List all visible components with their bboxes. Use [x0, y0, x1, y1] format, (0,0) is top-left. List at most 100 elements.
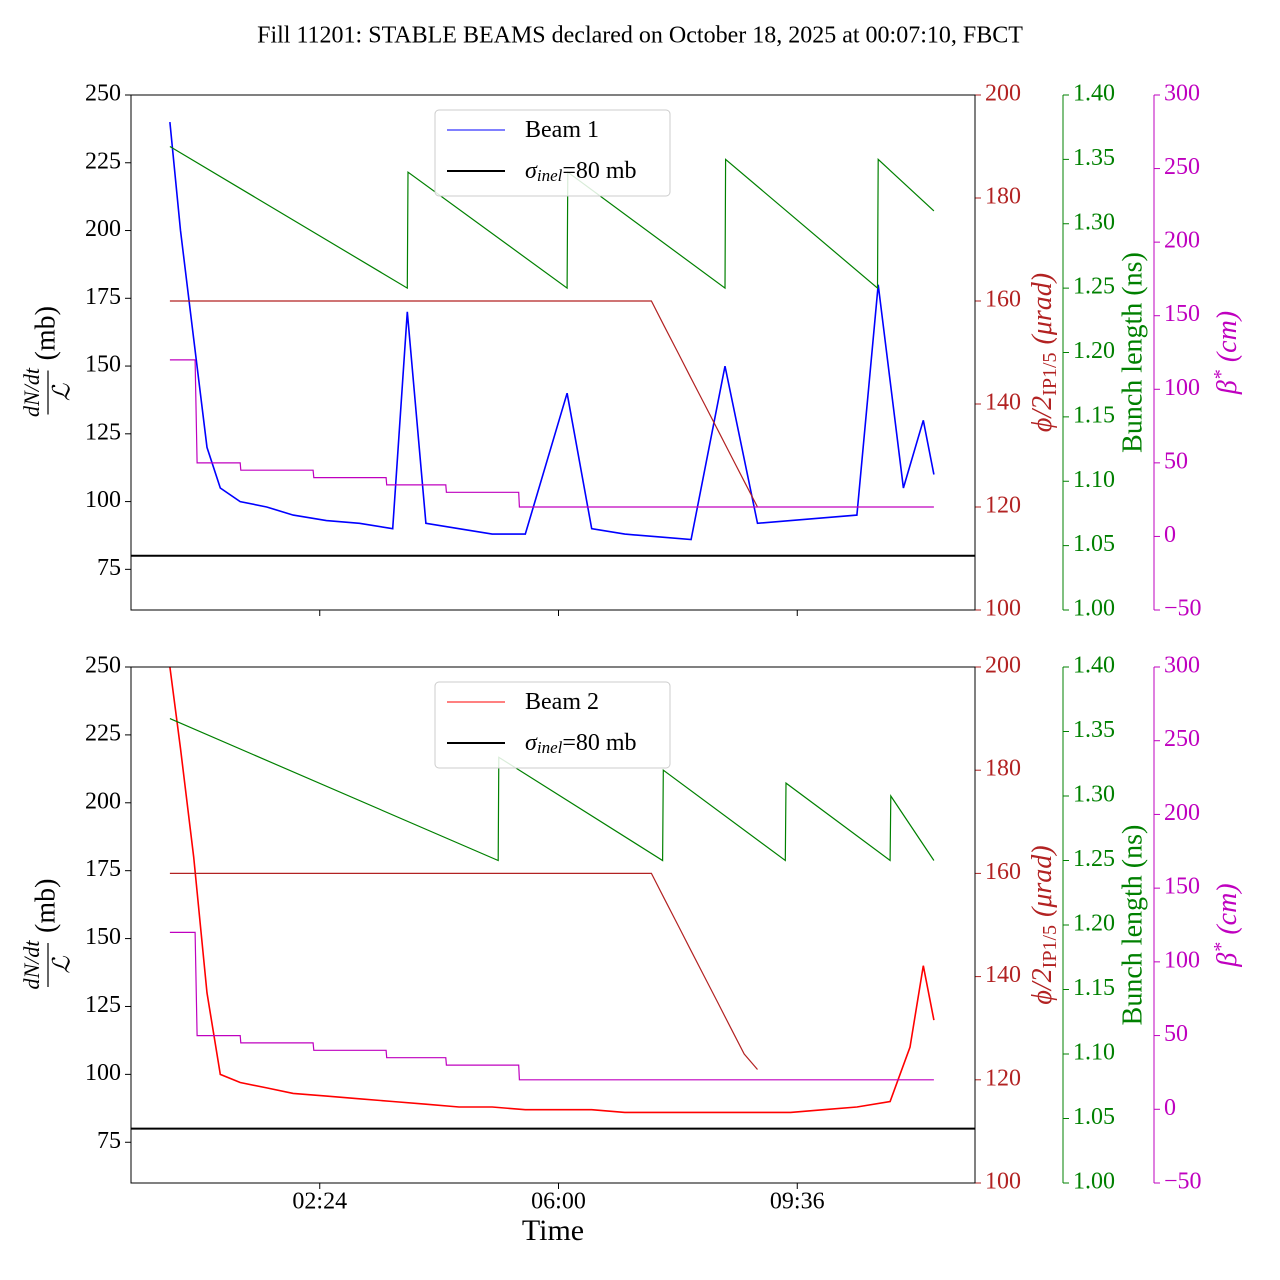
y3-tick-label: 1.30	[1073, 209, 1115, 235]
y2-tick-label: 100	[985, 1169, 1021, 1195]
y3-tick-label: 1.15	[1073, 975, 1115, 1001]
y-axis-label: dN/dt ℒ (mb)	[19, 879, 75, 990]
y4-label-unit: (cm)	[1212, 883, 1243, 934]
y4-tick-label: 0	[1164, 1095, 1176, 1121]
y-label-den: ℒ	[50, 383, 76, 401]
y-axis-label: dN/dt ℒ (mb)	[19, 306, 75, 417]
y2-label-main: ϕ/2	[1027, 396, 1058, 432]
y4-tick-label: 150	[1164, 301, 1200, 327]
y-label-unit: (mb)	[30, 306, 61, 360]
y2-tick-label: 120	[985, 493, 1021, 519]
y-label-num: dN/dt	[19, 940, 44, 990]
y3-tick-label: 1.15	[1073, 402, 1115, 428]
y3-tick-label: 1.40	[1073, 81, 1115, 107]
y3-tick-label: 1.05	[1073, 1104, 1115, 1130]
y-label-num: dN/dt	[19, 367, 44, 417]
y-tick-label: 75	[97, 555, 121, 581]
plot-frame	[130, 666, 976, 1184]
y4-tick-label: 250	[1164, 154, 1200, 180]
y4-tick-label: −50	[1164, 596, 1202, 622]
y4-label-sup: *	[1210, 943, 1232, 953]
legend-box	[434, 109, 671, 197]
y2-label-unit: (μrad)	[1027, 845, 1058, 917]
beam-line	[169, 122, 935, 541]
y4-tick-label: 0	[1164, 522, 1176, 548]
y4-label-unit: (cm)	[1212, 311, 1243, 362]
x-axis-label: Time	[522, 1214, 584, 1247]
y2-tick-label: 140	[985, 962, 1021, 988]
y-tick-label: 100	[85, 487, 121, 513]
y4-tick-label: 300	[1164, 81, 1200, 107]
y2-tick-label: 160	[985, 287, 1021, 313]
y4-label-main: β	[1212, 953, 1243, 968]
y2-tick-label: 180	[985, 184, 1021, 210]
y-label-unit: (mb)	[30, 879, 61, 933]
y3-tick-label: 1.20	[1073, 338, 1115, 364]
y-tick-label: 75	[97, 1128, 121, 1154]
y4-label-sup: *	[1210, 370, 1232, 380]
legend-name: σ	[525, 730, 538, 756]
y2-line	[169, 300, 759, 508]
beam-line	[169, 667, 935, 1114]
legend-label: σinel=80 mb	[525, 730, 637, 757]
y4-axis-label: β* (cm)	[1210, 883, 1244, 967]
y3-tick-label: 1.25	[1073, 846, 1115, 872]
y-tick-label: 175	[85, 856, 121, 882]
legend-label: σinel=80 mb	[525, 158, 637, 185]
y4-tick-label: 150	[1164, 874, 1200, 900]
y2-tick-label: 180	[985, 756, 1021, 782]
legend-box	[434, 681, 671, 769]
y4-tick-label: 250	[1164, 726, 1200, 752]
y3-axis-label: Bunch length (ns)	[1117, 825, 1148, 1026]
y2-tick-label: 200	[985, 81, 1021, 107]
x-tick-label: 02:24	[292, 1189, 347, 1215]
legend-label: Beam 2	[525, 689, 599, 715]
y3-line	[169, 145, 935, 290]
y4-line	[169, 931, 934, 1081]
y3-tick-label: 1.10	[1073, 1040, 1115, 1066]
legend-name: Beam 1	[525, 117, 599, 143]
plot-frame	[130, 94, 976, 611]
y-tick-label: 150	[85, 352, 121, 378]
y3-tick-label: 1.40	[1073, 653, 1115, 679]
y-tick-label: 200	[85, 788, 121, 814]
y-tick-label: 200	[85, 216, 121, 242]
y4-tick-label: 50	[1164, 1021, 1188, 1047]
y3-tick-label: 1.35	[1073, 145, 1115, 171]
chart-title: Fill 11201: STABLE BEAMS declared on Oct…	[257, 23, 1023, 49]
y2-tick-label: 160	[985, 859, 1021, 885]
y4-label-main: β	[1212, 380, 1243, 395]
y-tick-label: 250	[85, 653, 121, 679]
y2-tick-label: 140	[985, 390, 1021, 416]
y4-tick-label: 200	[1164, 228, 1200, 254]
y4-tick-label: −50	[1164, 1169, 1202, 1195]
y2-label-main: ϕ/2	[1027, 968, 1058, 1004]
y2-line	[169, 872, 758, 1070]
y2-tick-label: 100	[985, 596, 1021, 622]
y2-axis-label: ϕ/2IP1/5 (μrad)	[1027, 273, 1060, 432]
y3-line	[169, 718, 935, 862]
y-tick-label: 225	[85, 720, 121, 746]
y-tick-label: 100	[85, 1060, 121, 1086]
y-tick-label: 150	[85, 924, 121, 950]
y2-axis-label: ϕ/2IP1/5 (μrad)	[1027, 845, 1060, 1004]
y-tick-label: 125	[85, 419, 121, 445]
y4-tick-label: 100	[1164, 947, 1200, 973]
y3-tick-label: 1.00	[1073, 596, 1115, 622]
y4-tick-label: 50	[1164, 448, 1188, 474]
legend-name-sub: inel	[537, 738, 563, 757]
y4-axis-label: β* (cm)	[1210, 311, 1244, 395]
x-tick-label: 06:00	[531, 1189, 586, 1215]
y-tick-label: 175	[85, 284, 121, 310]
y2-tick-label: 120	[985, 1065, 1021, 1091]
y3-tick-label: 1.00	[1073, 1169, 1115, 1195]
y2-label-sub: IP1/5	[1039, 352, 1061, 395]
y3-axis-label: Bunch length (ns)	[1117, 252, 1148, 453]
legend-name: σ	[525, 158, 538, 184]
legend-label: Beam 1	[525, 117, 599, 143]
y2-label-sub: IP1/5	[1039, 925, 1061, 968]
y3-tick-label: 1.05	[1073, 531, 1115, 557]
y-tick-label: 250	[85, 81, 121, 107]
y3-tick-label: 1.10	[1073, 467, 1115, 493]
y4-tick-label: 200	[1164, 800, 1200, 826]
